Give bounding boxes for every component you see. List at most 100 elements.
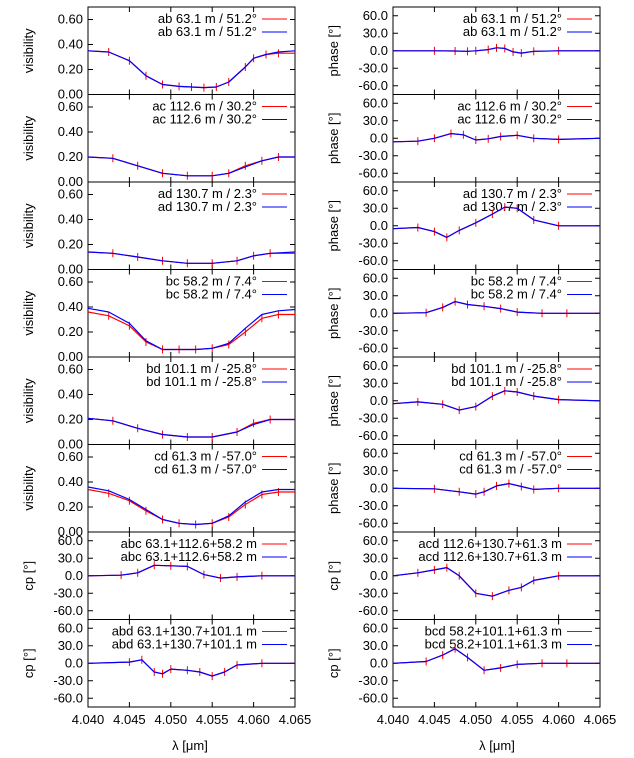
- legend-label: abc 63.1+112.6+58.2 m: [121, 549, 257, 564]
- legend-label: bd 101.1 m / -25.8°: [146, 374, 257, 389]
- panel-vis-ab: 0.00 0.20 0.40 0.60 visibility ab 63.1 m / 51…: [21, 6, 296, 102]
- legend-label: ac 112.6 m / 30.2°: [152, 99, 257, 114]
- y-axis-label: phase [°]: [326, 25, 341, 76]
- y-tick-label: -60.0: [358, 253, 388, 268]
- y-tick-label: 0.0: [65, 568, 83, 583]
- y-tick-label: 60.0: [363, 95, 388, 110]
- y-axis-label: visibility: [21, 203, 36, 248]
- series-line-model: [393, 483, 600, 495]
- y-tick-label: 0.0: [370, 305, 388, 320]
- legend-label: bd 101.1 m / -25.8°: [146, 361, 257, 376]
- y-tick-label: -30.0: [53, 673, 83, 688]
- legend-label: ac 112.6 m / 30.2°: [457, 112, 562, 127]
- y-tick-label: -60.0: [53, 603, 83, 618]
- legend-label: cd 61.3 m / -57.0°: [154, 449, 257, 464]
- legend-label: ad 130.7 m / 2.3°: [158, 199, 257, 214]
- y-tick-label: 0.0: [370, 568, 388, 583]
- y-tick-label: -30.0: [358, 498, 388, 513]
- y-axis-label: phase [°]: [326, 200, 341, 251]
- y-axis-label: cp [°]: [21, 648, 36, 678]
- series-line-observed: [393, 648, 600, 671]
- y-tick-label: 0.0: [370, 480, 388, 495]
- y-tick-label: 60.0: [363, 358, 388, 373]
- x-tick-label: 4.060: [237, 712, 270, 727]
- x-tick-label: 4.040: [377, 712, 410, 727]
- legend-label: bcd 58.2+101.1+61.3 m: [425, 624, 562, 639]
- y-axis-label: visibility: [21, 28, 36, 73]
- legend-label: acd 112.6+130.7+61.3 m: [418, 549, 562, 564]
- y-tick-label: 0.00: [58, 174, 83, 189]
- panel-phase-ab: -60.0 -30.0 0.0 30.0 60.0 phase [°] ab 63.1 m …: [326, 6, 601, 95]
- legend-label: abd 63.1+130.7+101.1 m: [112, 624, 257, 639]
- series-line-model: [88, 50, 295, 89]
- y-tick-label: 60.0: [363, 8, 388, 23]
- y-tick-label: 30.0: [363, 375, 388, 390]
- panel-cp-abd: -60.0 -30.0 0.0 30.0 60.0 4.040 4.045 4.050 4.05…: [21, 619, 311, 727]
- legend-label: cd 61.3 m / -57.0°: [459, 449, 562, 464]
- y-tick-label: -30.0: [358, 410, 388, 425]
- y-tick-label: -30.0: [358, 673, 388, 688]
- y-axis-label: cp [°]: [21, 561, 36, 591]
- y-tick-label: 0.0: [370, 218, 388, 233]
- y-tick-label: 0.60: [58, 449, 83, 464]
- y-tick-label: 0.60: [58, 99, 83, 114]
- series-line-model: [88, 307, 295, 351]
- y-tick-label: -60.0: [358, 340, 388, 355]
- x-tick-label: 4.050: [460, 712, 493, 727]
- legend-label: cd 61.3 m / -57.0°: [154, 462, 257, 477]
- x-tick-label: 4.060: [542, 712, 575, 727]
- panel-cp-abc: -60.0 -30.0 0.0 30.0 60.0 cp [°] abc 63.1+112.…: [21, 531, 296, 620]
- panel-vis-cd: 0.00 0.20 0.40 0.60 visibility cd 61.3 m / -5…: [21, 444, 296, 539]
- y-tick-label: 30.0: [363, 25, 388, 40]
- series-line-model: [88, 156, 295, 177]
- y-tick-label: 60.0: [363, 445, 388, 460]
- legend-label: ad 130.7 m / 2.3°: [158, 186, 257, 201]
- y-tick-label: 0.20: [58, 412, 83, 427]
- y-axis-label: visibility: [21, 290, 36, 335]
- panel-vis-bc: 0.00 0.20 0.40 0.60 visibility bc 58.2 m / 7.…: [21, 269, 296, 364]
- legend-label: ab 63.1 m / 51.2°: [463, 24, 562, 39]
- y-tick-label: 30.0: [363, 288, 388, 303]
- y-tick-label: 30.0: [363, 463, 388, 478]
- y-tick-label: 30.0: [363, 550, 388, 565]
- y-tick-label: 60.0: [363, 533, 388, 548]
- legend-label: bc 58.2 m / 7.4°: [166, 274, 257, 289]
- y-tick-label: 0.00: [58, 437, 83, 452]
- y-tick-label: -60.0: [53, 690, 83, 705]
- y-tick-label: 0.00: [58, 87, 83, 102]
- y-tick-label: -60.0: [358, 603, 388, 618]
- panel-vis-ad: 0.00 0.20 0.40 0.60 visibility ad 130.7 m / 2…: [21, 181, 296, 277]
- x-tick-label: 4.045: [113, 712, 146, 727]
- panel-phase-bd: -60.0 -30.0 0.0 30.0 60.0 phase [°] bd 101.1 m…: [326, 356, 601, 445]
- y-tick-label: 0.40: [58, 212, 83, 227]
- legend-label: ad 130.7 m / 2.3°: [463, 186, 562, 201]
- x-tick-label: 4.065: [584, 712, 617, 727]
- legend-label: ab 63.1 m / 51.2°: [158, 24, 257, 39]
- legend-label: ac 112.6 m / 30.2°: [152, 112, 257, 127]
- series-line-model: [393, 206, 600, 238]
- y-tick-label: -60.0: [358, 690, 388, 705]
- series-line-model: [88, 417, 295, 438]
- legend-label: abd 63.1+130.7+101.1 m: [112, 637, 257, 652]
- legend-label: bd 101.1 m / -25.8°: [451, 374, 562, 389]
- series-line-model: [393, 648, 600, 671]
- y-tick-label: -60.0: [358, 428, 388, 443]
- legend-label: bc 58.2 m / 7.4°: [471, 274, 562, 289]
- x-axis-label-right: λ [μm]: [479, 738, 515, 753]
- legend-label: ab 63.1 m / 51.2°: [463, 11, 562, 26]
- series-line-model: [88, 251, 295, 264]
- y-tick-label: 0.40: [58, 37, 83, 52]
- y-tick-label: 0.60: [58, 187, 83, 202]
- y-axis-label: cp [°]: [326, 561, 341, 591]
- legend-label: bc 58.2 m / 7.4°: [166, 287, 257, 302]
- legend-label: cd 61.3 m / -57.0°: [459, 462, 562, 477]
- x-tick-label: 4.050: [155, 712, 188, 727]
- y-tick-label: 60.0: [363, 183, 388, 198]
- y-tick-label: -60.0: [358, 515, 388, 530]
- y-axis-label: cp [°]: [326, 648, 341, 678]
- y-axis-label: phase [°]: [326, 375, 341, 426]
- panel-phase-bc: -60.0 -30.0 0.0 30.0 60.0 phase [°] bc 58.2 m …: [326, 269, 601, 358]
- x-tick-label: 4.040: [72, 712, 105, 727]
- y-tick-label: 30.0: [58, 638, 83, 653]
